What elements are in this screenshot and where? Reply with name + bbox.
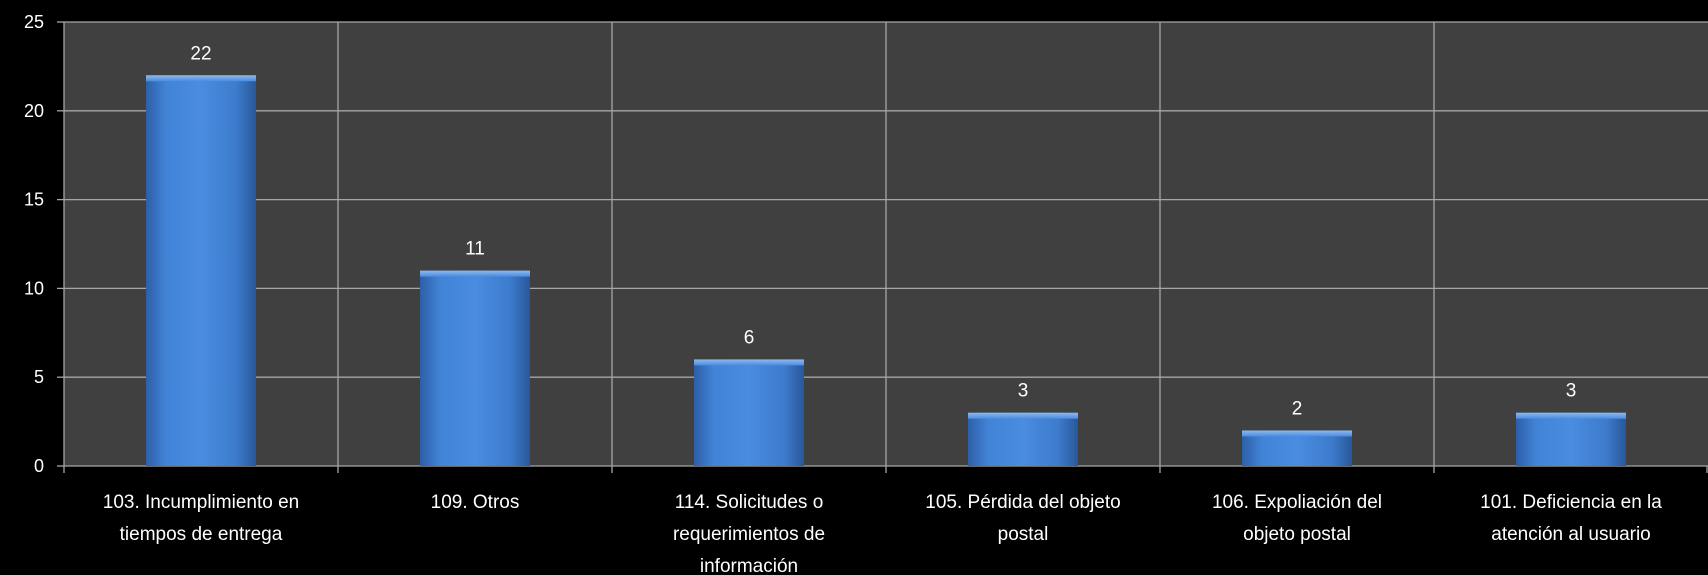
bar-top-highlight: [420, 270, 530, 277]
data-label: 11: [465, 239, 485, 260]
data-label: 3: [1566, 381, 1577, 402]
category-label-line: atención al usuario: [1491, 524, 1651, 545]
category-label-line: 106. Expoliación del: [1212, 492, 1382, 513]
category-label-line: 114. Solicitudes o: [675, 492, 824, 513]
bar: [146, 75, 256, 466]
category-label: 105. Pérdida del objeto postal: [925, 492, 1120, 545]
category-label: 101. Deficiencia en la atención al usuari…: [1480, 492, 1662, 545]
y-tick-label: 20: [24, 101, 44, 121]
category-label-line: postal: [998, 524, 1049, 545]
category-label: 103. Incumplimiento en tiempos de entrega: [103, 492, 299, 545]
data-label: 3: [1018, 381, 1029, 402]
bar: [694, 359, 804, 466]
category-label: 109. Otros: [431, 492, 520, 513]
axes: [57, 21, 1708, 473]
y-tick-label: 25: [24, 12, 44, 32]
category-label: 106. Expoliación del objeto postal: [1212, 492, 1382, 545]
data-label: 2: [1292, 398, 1303, 419]
bar-top-highlight: [1242, 430, 1352, 437]
data-label: 22: [190, 43, 211, 64]
category-label-line: 101. Deficiencia en la: [1480, 492, 1662, 513]
bar-top-highlight: [146, 75, 256, 82]
bar: [968, 412, 1078, 466]
category-label-line: información: [700, 556, 798, 575]
bar-top-highlight: [1516, 412, 1626, 419]
y-tick-label: 10: [24, 278, 44, 298]
category-label: 114. Solicitudes o requerimientos de infor…: [673, 492, 825, 575]
bar: [1516, 412, 1626, 466]
labels: 0 5 10 15 20 25 22 103. Incumplimiento en tiempo…: [24, 12, 1662, 575]
bars: [146, 75, 1626, 466]
y-tick-label: 5: [34, 367, 44, 387]
gridlines: [64, 21, 1708, 466]
data-label: 6: [744, 327, 755, 348]
category-label-line: tiempos de entrega: [120, 524, 283, 545]
bar-top-highlight: [968, 412, 1078, 419]
category-label-line: objeto postal: [1243, 524, 1351, 545]
y-tick-label: 15: [24, 190, 44, 210]
category-label-line: requerimientos de: [673, 524, 825, 545]
bar: [420, 270, 530, 466]
category-label-line: 105. Pérdida del objeto: [925, 492, 1120, 513]
category-label-line: 103. Incumplimiento en: [103, 492, 299, 513]
y-tick-label: 0: [34, 456, 44, 476]
bar-top-highlight: [694, 359, 804, 366]
category-label-line: 109. Otros: [431, 492, 520, 513]
